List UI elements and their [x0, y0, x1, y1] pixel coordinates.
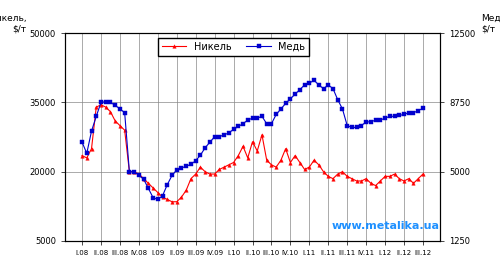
Никель [98, 103, 104, 106]
Никель [259, 133, 265, 137]
Медь [311, 79, 317, 82]
Медь [254, 117, 260, 120]
Никель [396, 177, 402, 180]
Медь [160, 194, 166, 198]
Медь [155, 198, 161, 201]
Line: Медь: Медь [80, 79, 424, 201]
Медь [382, 117, 388, 120]
Никель [160, 196, 166, 199]
Никель [382, 175, 388, 178]
Никель [202, 170, 208, 173]
Медь [79, 140, 85, 144]
Legend: Никель, Медь: Никель, Медь [158, 38, 310, 56]
Никель [372, 184, 378, 187]
Медь [198, 153, 203, 157]
Никель [169, 200, 175, 203]
Y-axis label: Никель,
$/т: Никель, $/т [0, 14, 27, 33]
Медь [396, 114, 402, 117]
Y-axis label: Медь,
$/т: Медь, $/т [481, 14, 500, 33]
Никель [79, 154, 85, 157]
Медь [420, 106, 426, 110]
Line: Никель: Никель [80, 103, 424, 204]
Text: www.metalika.ua: www.metalika.ua [331, 220, 440, 230]
Медь [372, 118, 378, 122]
Никель [420, 172, 426, 176]
